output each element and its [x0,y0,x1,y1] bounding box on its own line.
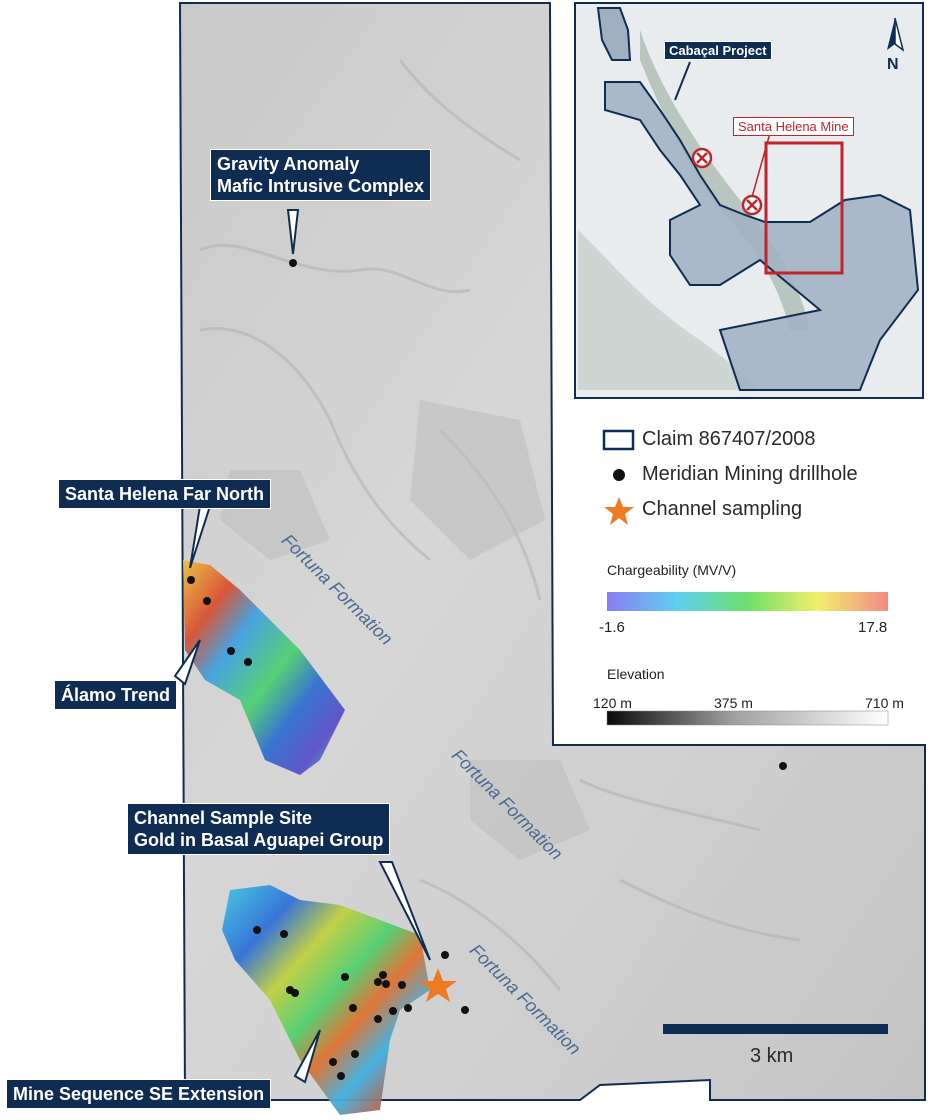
callout-mine-sequence-text: Mine Sequence SE Extension [13,1084,265,1104]
scale-bar [663,1024,888,1034]
callout-channel-line1: Channel Sample Site [134,808,313,828]
callout-santa-helena-far-north: Santa Helena Far North [58,479,272,509]
callout-gravity-anomaly: Gravity Anomaly Mafic Intrusive Complex [210,149,432,201]
drillhole [227,647,235,655]
drillhole [779,762,787,770]
elevation-min: 120 m [593,695,632,711]
legend-drillhole-label: Meridian Mining drillhole [642,463,858,485]
callout-leaders [173,209,431,1084]
legend-claim-label: Claim 867407/2008 [642,428,816,450]
legend-claim-swatch [602,429,635,451]
inset-project-label: Cabaçal Project [664,41,772,60]
elevation-mid: 375 m [714,695,753,711]
elevation-colorbar [606,710,889,726]
chargeability-max: 17.8 [858,619,888,636]
drillhole [341,973,349,981]
callout-channel-line2: Gold in Basal Aguapei Group [134,830,384,850]
channel-sample-star [419,968,457,1002]
inset-claim-a [596,7,632,61]
drillhole [291,989,299,997]
drillhole [441,951,449,959]
callout-gravity-line2: Mafic Intrusive Complex [217,176,425,196]
drillhole [337,1072,345,1080]
drillhole [187,576,195,584]
drillhole [374,978,382,986]
elevation-max: 710 m [865,695,904,711]
elevation-title: Elevation [607,666,665,682]
north-label: N [887,56,899,73]
callout-alamo-text: Álamo Trend [61,685,171,705]
drillhole [329,1058,337,1066]
drillhole [280,930,288,938]
drillhole [382,980,390,988]
inset-map [574,2,924,399]
drillhole [379,971,387,979]
callout-mine-sequence: Mine Sequence SE Extension [6,1079,272,1109]
drillhole [253,926,261,934]
inset-claim-box [764,141,844,275]
drillhole [389,1007,397,1015]
drillhole [374,1015,382,1023]
inset-mine-label: Santa Helena Mine [733,117,854,136]
legend-channel-label: Channel sampling [642,498,803,520]
callout-gravity-line1: Gravity Anomaly [217,154,360,174]
callout-alamo-trend: Álamo Trend [54,680,178,710]
legend-drillhole-swatch [613,469,625,481]
mine-leader [751,132,771,198]
drillhole [349,1004,357,1012]
drillholes [187,259,787,1080]
drillhole [289,259,297,267]
drillhole [461,1006,469,1014]
callout-far-north-text: Santa Helena Far North [65,484,265,504]
inset-river [578,230,760,390]
drillhole [404,1004,412,1012]
drillhole [244,658,252,666]
callout-channel-sample-site: Channel Sample Site Gold in Basal Aguape… [127,803,391,855]
drillhole [398,981,406,989]
drillhole [203,597,211,605]
drillhole [351,1050,359,1058]
scale-bar-label: 3 km [750,1045,794,1067]
legend-star-icon [604,497,634,525]
inset-claim-b [604,81,920,391]
chargeability-patch-south [222,885,430,1115]
chargeability-min: -1.6 [599,619,625,636]
project-leader [674,61,691,101]
chargeability-patch-north [183,560,345,775]
chargeability-title: Chargeability (MV/V) [607,562,737,578]
chargeability-colorbar [607,592,888,611]
